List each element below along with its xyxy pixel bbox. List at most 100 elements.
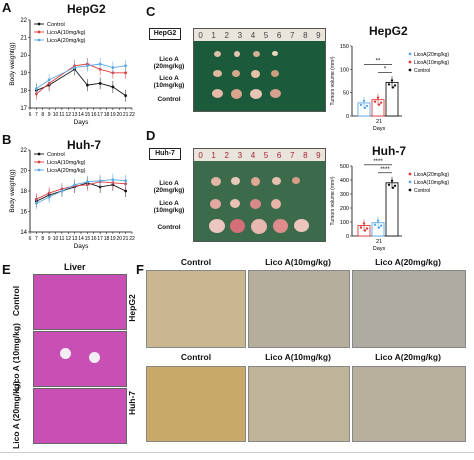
data-point	[60, 189, 64, 193]
tag-huh7: Huh-7	[149, 148, 181, 160]
x-tick-label: 6	[29, 236, 32, 242]
legend-entry: Control	[47, 22, 65, 28]
x-tick-label: 14	[78, 236, 84, 242]
x-tick-label: 9	[48, 236, 51, 242]
f-row-label-huh7: Huh-7	[127, 390, 137, 416]
legend-marker	[408, 60, 412, 64]
data-point	[393, 184, 397, 187]
ruler-tick: 9	[316, 30, 321, 40]
legend-marker	[408, 172, 412, 176]
data-point	[363, 229, 367, 232]
x-tick-label: 21	[123, 112, 129, 118]
data-point	[365, 104, 369, 108]
x-axis-label: Days	[74, 243, 90, 250]
x-tick-label: 19	[110, 236, 116, 242]
ruler-tick: 7	[289, 30, 295, 40]
y-tick-label: 0	[346, 114, 349, 120]
legend-marker	[408, 52, 412, 56]
ruler-tick: 0	[198, 30, 203, 40]
y-tick-label: 21	[20, 36, 27, 42]
x-tick-label: 15	[85, 112, 91, 118]
panel-b-letter: B	[2, 132, 12, 147]
x-tick-label: 17	[97, 236, 103, 242]
data-point	[124, 94, 128, 98]
data-point	[362, 99, 366, 103]
y-tick-label: 20	[20, 53, 27, 59]
data-point	[379, 224, 383, 227]
data-point	[387, 183, 391, 186]
y-tick-label: 400	[340, 178, 349, 184]
panel-b-title: Huh-7	[67, 138, 101, 152]
legend-marker	[37, 38, 41, 42]
data-point	[73, 66, 77, 69]
ruler-tick: 1	[211, 30, 216, 40]
data-point	[111, 85, 115, 89]
x-tick-label: 6	[29, 112, 32, 118]
bottom-divider	[0, 452, 474, 453]
y-tick-label: 18	[20, 88, 27, 94]
body-weight-chart-huh7: 6 7 8 9 10 11 12 13 14 15 16 17 18 19 20 21 221416182022…	[9, 148, 135, 250]
legend-entry: LicoA(20mg/kg)	[414, 172, 449, 178]
data-point	[390, 179, 394, 182]
y-tick-label: 200	[340, 206, 349, 212]
row-label-lico-20: Lico A (20mg/kg)	[153, 56, 185, 70]
data-point	[377, 103, 381, 106]
series-line-2	[36, 179, 126, 204]
data-point	[98, 179, 102, 183]
x-tick-label: 13	[72, 112, 78, 118]
x-tick-label: 7	[35, 236, 38, 242]
y-tick-label: 0	[346, 234, 349, 240]
data-point	[393, 84, 397, 87]
ihc-huh7-lico-10	[248, 366, 350, 442]
ihc-huh7-control	[146, 366, 246, 442]
y-tick-label: 500	[340, 164, 349, 170]
data-point	[34, 201, 38, 205]
x-tick-label: 13	[72, 236, 78, 242]
y-tick-label: 19	[20, 71, 27, 77]
x-tick-label: 20	[116, 112, 122, 118]
x-axis-label: Days	[74, 119, 90, 126]
data-point	[377, 226, 381, 229]
liver-he-lico-10	[33, 331, 127, 387]
x-tick-label: 22	[129, 112, 135, 118]
ruler-tick: 5	[263, 150, 269, 160]
legend-entry: LicoA(10mg/kg)	[414, 180, 449, 186]
data-point	[85, 180, 89, 184]
x-tick-label: 10	[53, 236, 59, 242]
legend-entry: LicoA(20mg/kg)	[47, 168, 86, 174]
data-point	[365, 227, 369, 230]
legend-marker	[37, 22, 41, 26]
y-tick-label: 20	[20, 169, 27, 175]
legend-entry: Control	[47, 152, 65, 158]
tag-hepg2: HepG2	[149, 28, 181, 40]
data-point	[34, 87, 38, 91]
legend-entry: Control	[414, 188, 430, 194]
x-axis-label: Days	[373, 246, 386, 252]
x-tick-label: 21	[376, 239, 382, 245]
row-label-control: Control	[157, 96, 181, 103]
x-tick-label: 17	[97, 112, 103, 118]
x-tick-label: 19	[110, 112, 116, 118]
ruler-tick: 8	[303, 30, 308, 40]
y-tick-label: 50	[343, 91, 349, 97]
ruler-tick: 9	[316, 150, 321, 160]
ruler-tick: 3	[237, 150, 243, 160]
legend-entry: LicoA(10mg/kg)	[414, 60, 449, 66]
ruler-tick: 2	[224, 30, 229, 40]
ruler-tick: 4	[250, 150, 256, 160]
panel-f-letter: F	[136, 262, 144, 277]
panel-c-title: HepG2	[369, 24, 408, 38]
legend-entry: LicoA(10mg/kg)	[47, 30, 86, 36]
data-point	[47, 195, 51, 199]
data-point	[85, 83, 89, 87]
row-label-e-lico-20: Lico A (20mg/kg)	[11, 381, 21, 449]
x-tick-label: 16	[91, 236, 97, 242]
data-point	[363, 106, 367, 110]
data-point	[73, 183, 77, 187]
row-label-lico-10: Lico A (10mg/kg)	[153, 75, 185, 89]
legend-marker	[408, 188, 412, 192]
data-point	[47, 78, 51, 82]
y-tick-label: 300	[340, 192, 349, 198]
ruler-tick: 3	[237, 30, 243, 40]
sig-annotation: *	[384, 66, 387, 72]
